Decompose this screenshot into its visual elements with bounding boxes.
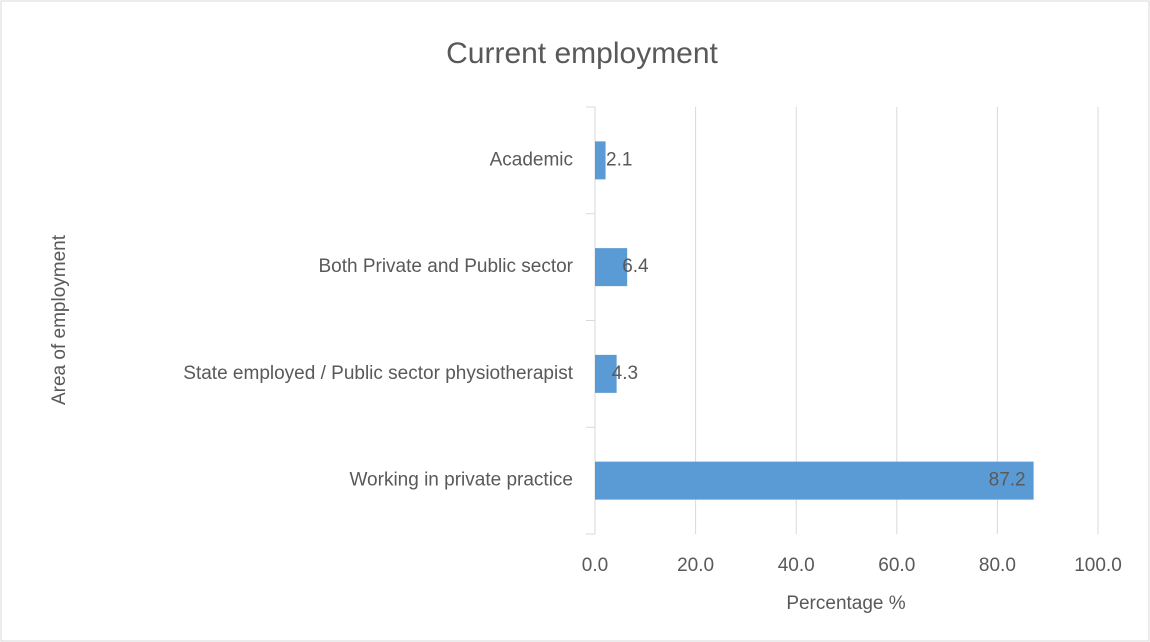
y-tick-label: Both Private and Public sector <box>318 256 573 277</box>
x-tick-label: 20.0 <box>677 555 714 576</box>
bar <box>595 248 628 287</box>
bar <box>595 141 606 180</box>
x-tick-label: 40.0 <box>778 555 815 576</box>
x-tick-label: 100.0 <box>1074 555 1122 576</box>
y-tick-label: Working in private practice <box>349 470 573 491</box>
y-tick-label: Academic <box>490 149 573 170</box>
bar <box>595 354 617 393</box>
data-label: 4.3 <box>612 363 638 384</box>
data-label: 2.1 <box>606 149 632 170</box>
data-label: 87.2 <box>989 470 1026 491</box>
data-label: 6.4 <box>622 256 649 277</box>
bar <box>595 461 1034 500</box>
x-tick-label: 80.0 <box>979 555 1016 576</box>
x-axis-title: Percentage % <box>786 593 905 614</box>
chart-title: Current employment <box>446 37 718 70</box>
y-tick-label: State employed / Public sector physiothe… <box>183 363 573 384</box>
x-tick-label: 0.0 <box>582 555 608 576</box>
x-tick-label: 60.0 <box>878 555 915 576</box>
y-axis-title: Area of employment <box>49 234 70 405</box>
